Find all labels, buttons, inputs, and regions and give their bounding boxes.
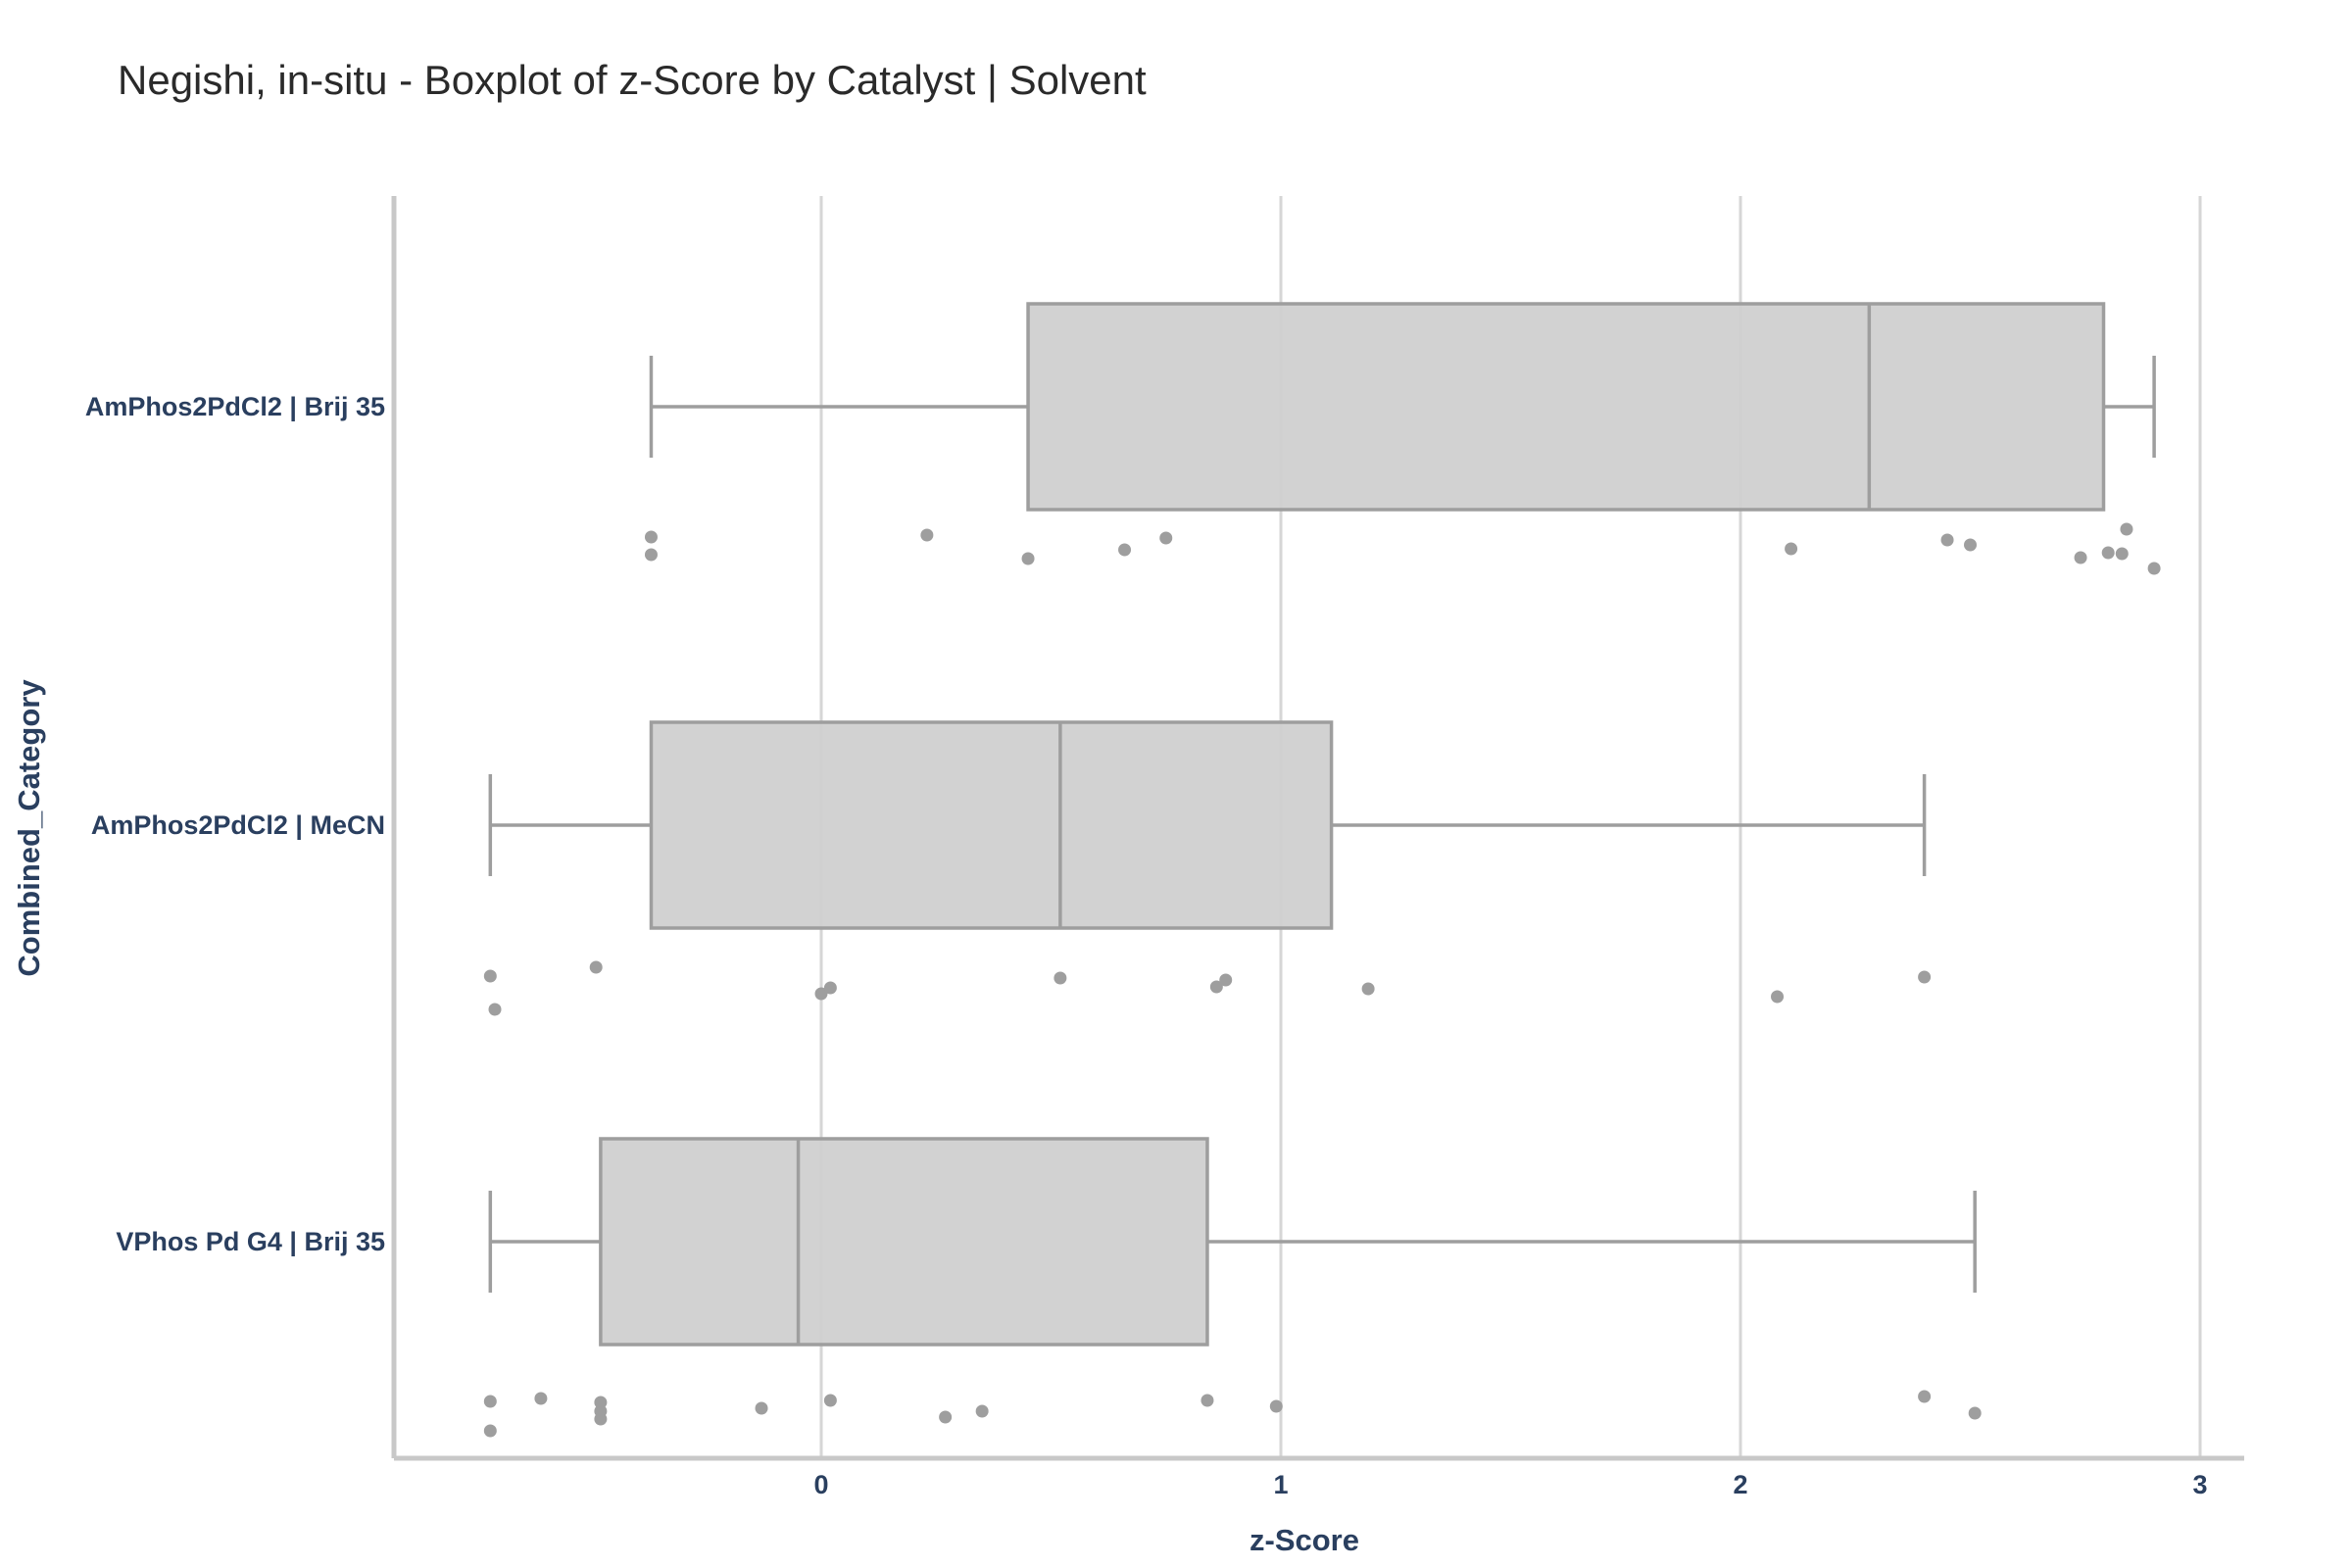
data-point [483, 1395, 497, 1408]
x-axis-title: z-Score [1250, 1523, 1359, 1557]
data-point [1159, 531, 1173, 545]
data-point [483, 1424, 497, 1438]
data-point [594, 1404, 608, 1418]
data-point [1118, 543, 1132, 557]
data-point [920, 528, 934, 542]
boxes [483, 302, 2161, 1438]
y-tick-label-1: AmPhos2PdCl2 | MeCN [91, 810, 385, 840]
data-point [1785, 542, 1798, 556]
data-point [1219, 973, 1233, 987]
data-point [488, 1003, 502, 1016]
iqr-box [649, 720, 1334, 930]
data-point [1964, 538, 1977, 552]
data-point [594, 1396, 608, 1409]
data-point [1269, 1399, 1283, 1413]
data-point [1200, 1394, 1214, 1407]
y-tick-label-0: AmPhos2PdCl2 | Brij 35 [85, 392, 385, 421]
iqr-box [599, 1137, 1209, 1347]
tick-labels: 0 1 2 3 z-Score Combined_Category AmPhos2PdCl2… [12, 392, 2208, 1557]
data-point [1054, 971, 1067, 985]
box-group-0 [644, 302, 2161, 575]
data-point [644, 548, 658, 562]
data-point [755, 1401, 768, 1415]
x-tick-label-0: 0 [813, 1470, 828, 1499]
data-point [1771, 990, 1785, 1004]
x-tick-label-1: 1 [1273, 1470, 1288, 1499]
data-point [1918, 1390, 1932, 1403]
data-point [1361, 982, 1375, 996]
data-point [2147, 562, 2161, 575]
data-point [1918, 970, 1932, 984]
data-point [814, 987, 828, 1001]
data-point [2074, 551, 2087, 564]
data-point [2115, 547, 2129, 561]
box-group-2 [483, 1137, 1982, 1438]
data-point [1940, 533, 1954, 547]
data-point [1209, 980, 1223, 994]
box-group-1 [483, 720, 1932, 1016]
y-tick-label-2: VPhos Pd G4 | Brij 35 [116, 1227, 385, 1256]
data-point [2120, 522, 2133, 536]
data-point [1021, 552, 1035, 565]
data-point [939, 1410, 953, 1424]
x-tick-label-3: 3 [2192, 1470, 2207, 1499]
data-point [2101, 546, 2115, 560]
data-point [483, 969, 497, 983]
axes [391, 196, 2244, 1461]
data-point [1968, 1406, 1982, 1420]
data-point [823, 981, 837, 995]
chart-title: Negishi, in-situ - Boxplot of z-Score by… [118, 57, 1147, 103]
data-point [589, 960, 603, 974]
data-point [644, 530, 658, 544]
data-point [823, 1394, 837, 1407]
x-tick-label-2: 2 [1733, 1470, 1747, 1499]
data-point [534, 1392, 548, 1405]
y-axis-title: Combined_Category [12, 679, 46, 977]
data-point [975, 1404, 989, 1418]
iqr-box [1026, 302, 2106, 512]
